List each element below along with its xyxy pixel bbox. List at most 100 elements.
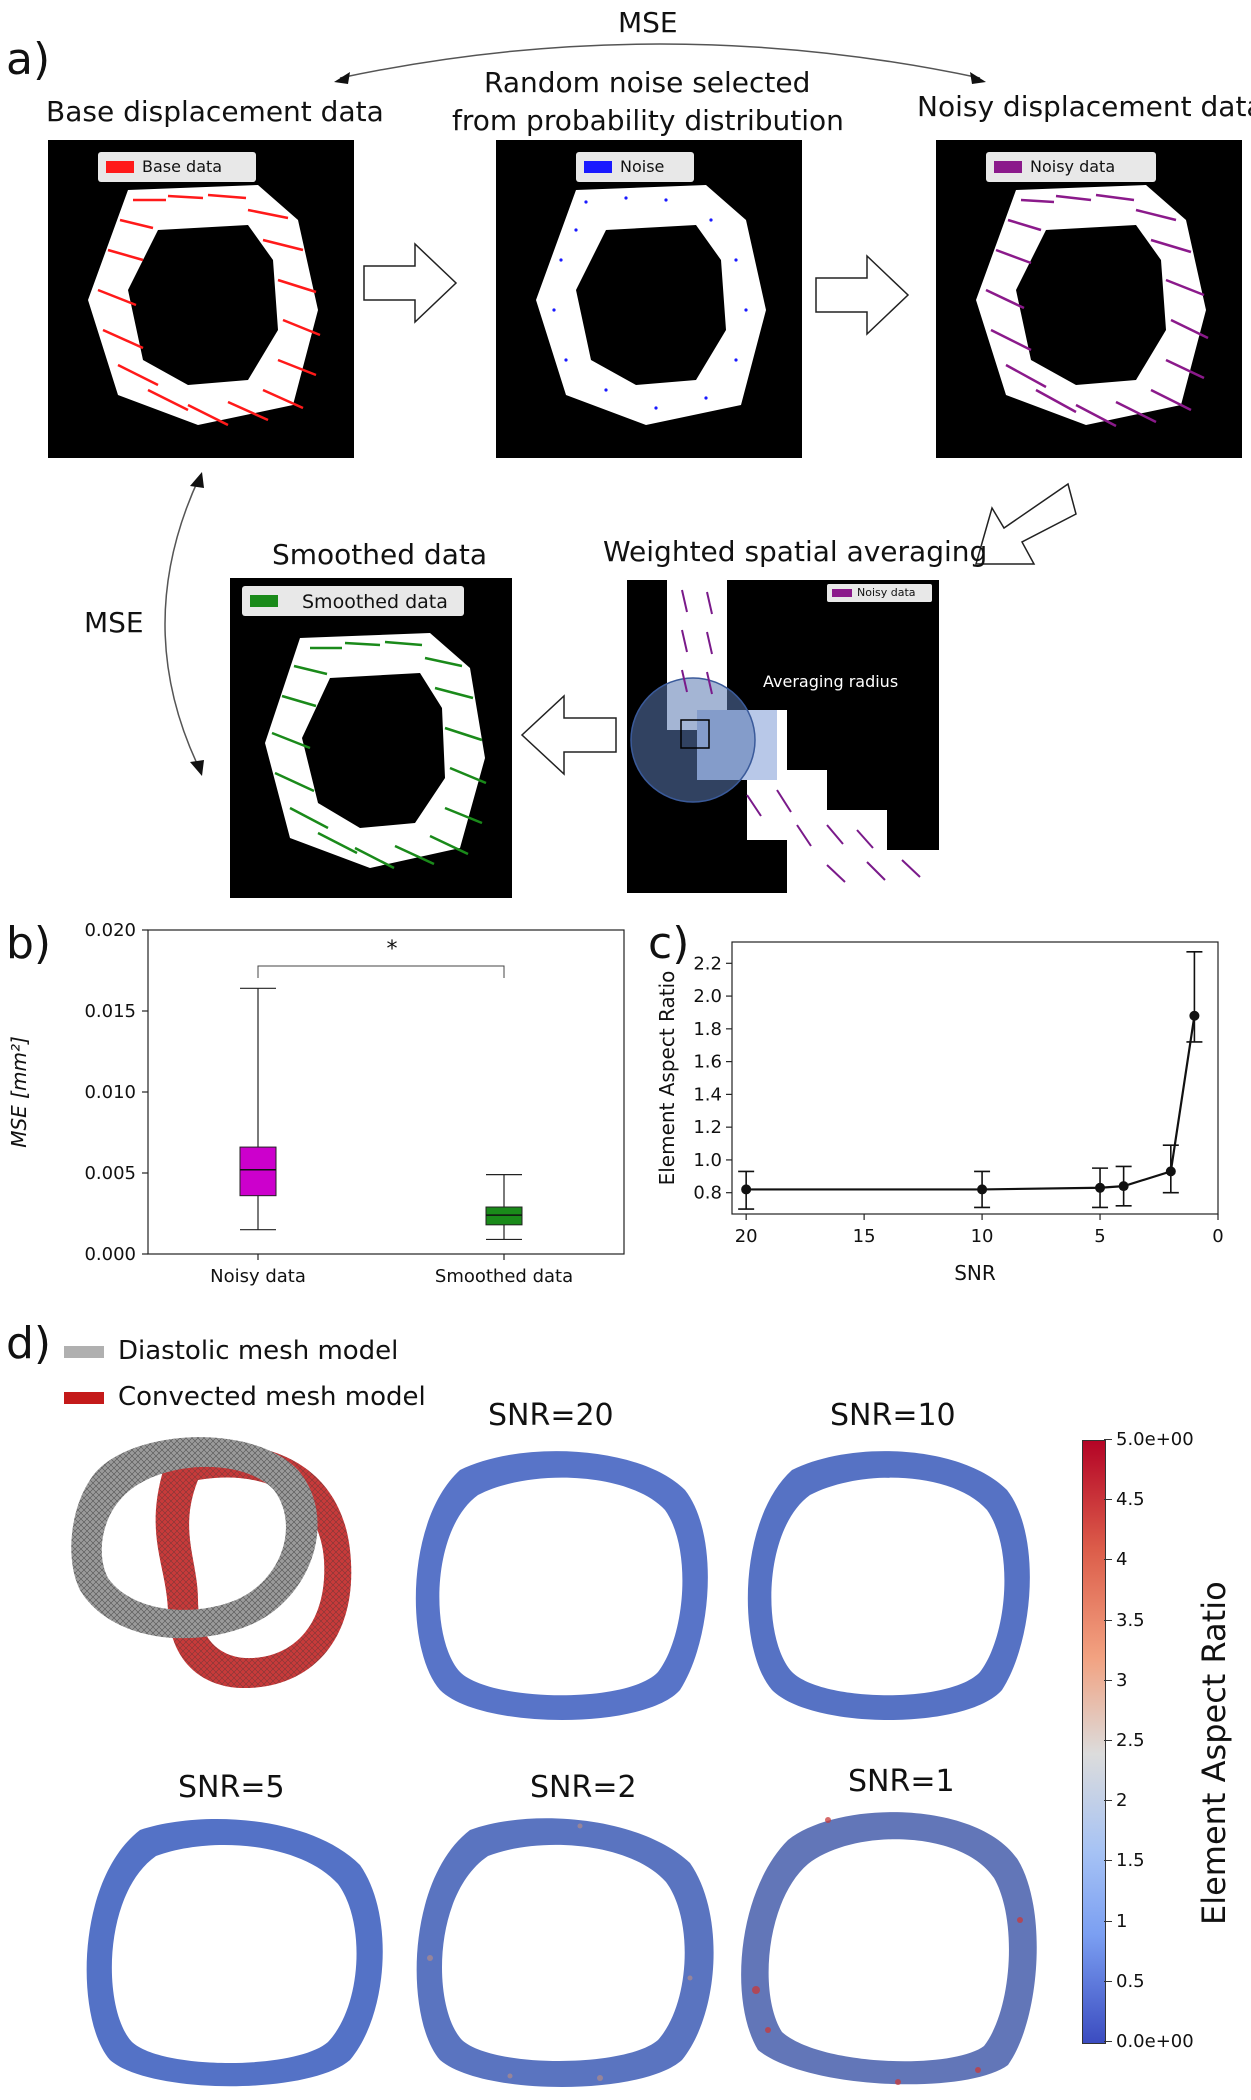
c-point-5 xyxy=(1189,1010,1200,1021)
snr-label-2: SNR=2 xyxy=(530,1770,637,1805)
base-data-image: Base data xyxy=(48,140,354,458)
colorbar-tick-6 xyxy=(1104,1800,1112,1802)
b-ytick-label-3: 0.015 xyxy=(84,1001,136,1022)
box-plot: 0.000 0.005 0.010 0.015 0.020 Noisy data Smoot… xyxy=(7,920,625,1287)
c-point-3 xyxy=(1118,1181,1129,1192)
snr-label-10: SNR=10 xyxy=(830,1398,956,1433)
averaging-radius-label: Averaging radius xyxy=(763,672,899,691)
colorbar-tick-8 xyxy=(1104,1920,1112,1922)
c-xtick-label-2: 10 xyxy=(971,1226,994,1247)
c-xtick-label-3: 5 xyxy=(1094,1226,1105,1247)
legend-zoom-noisy-label: Noisy data xyxy=(857,586,916,599)
colorbar-tick-label-6: 2 xyxy=(1116,1790,1128,1812)
colorbar-tick-5 xyxy=(1104,1740,1112,1741)
panel-label-a: a) xyxy=(6,34,51,85)
colorbar-tick-label-2: 4 xyxy=(1116,1549,1128,1571)
legend-smoothed-label: Smoothed data xyxy=(302,591,448,613)
panel-label-d: d) xyxy=(6,1318,52,1369)
colorbar-tick-2 xyxy=(1104,1559,1112,1561)
colorbar-tick-label-4: 3 xyxy=(1116,1669,1128,1691)
colorbar-tick-10 xyxy=(1104,2041,1112,2042)
c-ytick-label-6: 2.0 xyxy=(693,986,722,1007)
arrow-down-left xyxy=(975,482,1077,565)
colorbar-tick-3 xyxy=(1104,1619,1112,1621)
noise-image: Noise xyxy=(496,140,802,458)
mse-left-label: MSE xyxy=(84,606,144,639)
b-ytick-label-4: 0.020 xyxy=(84,920,136,941)
overlay-mesh-image xyxy=(71,1437,352,1689)
c-xtick-label-4: 0 xyxy=(1212,1226,1223,1247)
b-xtick-label-0: Noisy data xyxy=(210,1266,306,1287)
colorbar-tick-label-7: 1.5 xyxy=(1116,1850,1145,1872)
snr-label-20: SNR=20 xyxy=(488,1398,614,1433)
colorbar-tick-4 xyxy=(1104,1679,1112,1681)
noisy-displacement-title: Noisy displacement data xyxy=(917,90,1251,123)
mse-left-arc xyxy=(164,472,204,776)
significance-bracket xyxy=(257,965,505,978)
colorbar-tick-label-10: 0.0e+00 xyxy=(1116,2031,1194,2052)
b-ytick-label-2: 0.010 xyxy=(84,1082,136,1103)
legend-diastolic-label: Diastolic mesh model xyxy=(118,1336,399,1366)
colorbar-tick-0 xyxy=(1104,1439,1112,1440)
legend-base-label: Base data xyxy=(142,157,223,176)
noise-title-line1: Random noise selected xyxy=(484,66,811,99)
legend-convected-swatch xyxy=(64,1392,104,1404)
colorbar-tick-1 xyxy=(1104,1499,1112,1501)
c-ytick-label-1: 1.0 xyxy=(693,1150,722,1171)
significance-star: * xyxy=(387,937,398,962)
colorbar-tick-label-5: 2.5 xyxy=(1116,1730,1145,1751)
legend-swatch-noise xyxy=(584,161,612,173)
colorbar-tick-label-9: 0.5 xyxy=(1116,1970,1145,1992)
arrow-right-1 xyxy=(363,242,458,324)
legend-swatch-noisy xyxy=(994,161,1022,173)
noisy-data-image: Noisy data xyxy=(936,140,1242,458)
base-displacement-title: Base displacement data xyxy=(46,95,384,128)
weighted-averaging-title: Weighted spatial averaging xyxy=(603,535,988,568)
mesh-snr-10 xyxy=(747,1451,1030,1720)
legend-noisy-label: Noisy data xyxy=(1030,157,1116,176)
colorbar xyxy=(1082,1440,1106,2044)
mse-top-label: MSE xyxy=(618,6,678,39)
b-xtick-label-1: Smoothed data xyxy=(435,1266,573,1287)
mse-top-arc xyxy=(334,43,986,84)
snr-label-5: SNR=5 xyxy=(178,1770,285,1805)
c-ytick-label-4: 1.6 xyxy=(693,1052,722,1073)
snr-label-1: SNR=1 xyxy=(848,1764,955,1799)
panel-label-c: c) xyxy=(648,918,690,969)
legend-swatch-smoothed xyxy=(250,595,278,607)
b-box-1 xyxy=(485,1206,523,1226)
mesh-snr-20 xyxy=(415,1451,708,1720)
c-point-1 xyxy=(977,1184,988,1195)
averaging-zoom-image: Noisy data Averaging radius xyxy=(627,580,939,893)
mesh-snr-2 xyxy=(416,1818,714,2087)
smoothed-data-image: Smoothed data xyxy=(230,578,512,898)
b-box-0 xyxy=(239,1146,277,1197)
c-point-2 xyxy=(1095,1182,1106,1193)
legend-diastolic-swatch xyxy=(64,1346,104,1358)
c-ytick-label-3: 1.4 xyxy=(693,1084,722,1105)
c-xtick-label-1: 15 xyxy=(853,1226,876,1247)
b-ytick-label-0: 0.000 xyxy=(84,1244,136,1265)
box-plot-ylabel: MSE [mm²] xyxy=(7,1036,31,1148)
panel-label-b: b) xyxy=(6,918,52,969)
arrow-right-2 xyxy=(815,254,910,336)
c-ytick-label-0: 0.8 xyxy=(693,1183,722,1204)
c-series-line xyxy=(746,1015,1196,1191)
colorbar-tick-9 xyxy=(1104,1980,1112,1982)
c-point-4 xyxy=(1165,1166,1176,1177)
arrow-left xyxy=(520,694,617,776)
line-plot: 0.8 1.0 1.2 1.4 1.6 1.8 2.0 2.2 20 15 10 5 0 Element… xyxy=(655,941,1224,1285)
b-ytick-label-1: 0.005 xyxy=(84,1163,136,1184)
colorbar-title: Element Aspect Ratio xyxy=(1195,1581,1233,1925)
legend-convected-label: Convected mesh model xyxy=(118,1382,426,1412)
mesh-snr-5 xyxy=(86,1819,383,2087)
legend-noise-label: Noise xyxy=(620,157,665,176)
colorbar-tick-label-3: 3.5 xyxy=(1116,1609,1145,1631)
c-ytick-label-2: 1.2 xyxy=(693,1117,722,1138)
line-plot-xlabel: SNR xyxy=(954,1261,996,1285)
c-point-0 xyxy=(741,1184,752,1195)
c-ytick-label-5: 1.8 xyxy=(693,1019,722,1040)
legend-swatch-base xyxy=(106,161,134,173)
colorbar-tick-label-8: 1 xyxy=(1116,1910,1128,1932)
colorbar-tick-label-0: 5.0e+00 xyxy=(1116,1429,1194,1450)
